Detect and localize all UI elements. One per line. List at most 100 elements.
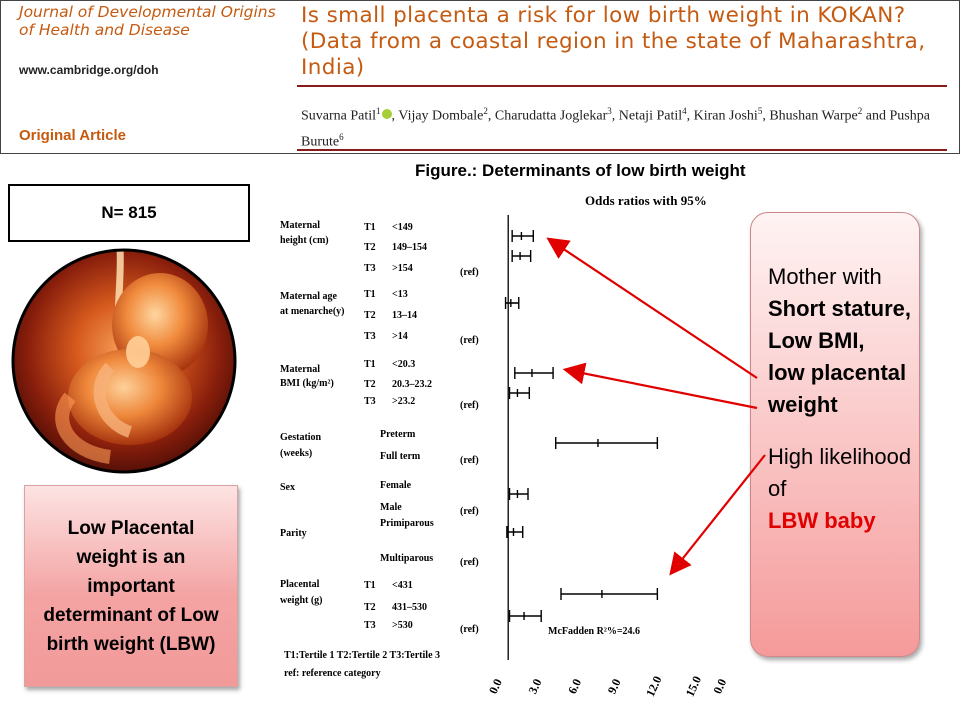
row-level: Primiparous xyxy=(380,518,434,529)
author-affiliation: 1 xyxy=(376,106,381,116)
row-ref: (ref) xyxy=(460,624,479,635)
group-label: at menarche(y) xyxy=(280,306,345,317)
author-affiliation: 2 xyxy=(857,106,863,116)
row-ref: (ref) xyxy=(460,557,479,568)
row-level: 149–154 xyxy=(392,242,427,253)
journal-url[interactable]: www.cambridge.org/doh xyxy=(19,63,159,77)
row-code: T3 xyxy=(364,263,376,274)
right-note-line1: Mother with xyxy=(768,264,882,289)
paper-authors: Suvarna Patil1, Vijay Dombale2, Charudat… xyxy=(301,106,930,150)
right-note-highlight: LBW baby xyxy=(768,508,876,533)
author-name: Bhushan Warpe xyxy=(769,108,858,124)
row-code: T1 xyxy=(364,289,376,300)
row-code: T3 xyxy=(364,396,376,407)
right-note: Mother with Short stature, Low BMI, low … xyxy=(750,212,920,657)
pointer-arrow xyxy=(562,362,758,410)
author-name: Charudatta Joglekar xyxy=(494,108,608,124)
row-level: Full term xyxy=(380,451,421,462)
row-level: >23.2 xyxy=(392,396,415,407)
row-level: >154 xyxy=(392,263,413,274)
row-level: >530 xyxy=(392,620,413,631)
left-note-text: Low Placental weight is an important det… xyxy=(43,517,219,655)
author-name: Pushpa Burute xyxy=(301,108,930,150)
author-affiliation: 2 xyxy=(483,106,488,116)
author-name: Vijay Dombale xyxy=(398,108,484,124)
row-ref: (ref) xyxy=(460,506,479,517)
row-level: Preterm xyxy=(380,429,416,440)
group-label: height (cm) xyxy=(280,235,329,246)
right-note-bold-2: Low BMI, xyxy=(768,328,865,353)
row-level: <20.3 xyxy=(392,359,415,370)
row-level: 13–14 xyxy=(392,310,417,321)
group-label: Placental xyxy=(280,579,320,590)
right-note-bold-1: Short stature, xyxy=(768,296,912,321)
group-label: weight (g) xyxy=(280,595,323,606)
row-code: T2 xyxy=(364,602,376,613)
row-level: Male xyxy=(380,502,402,513)
row-code: T2 xyxy=(364,242,376,253)
row-ref: (ref) xyxy=(460,400,479,411)
group-label: Maternal age xyxy=(280,291,337,302)
group-label: Maternal xyxy=(280,364,320,375)
fit-annotation: McFadden R²%=24.6 xyxy=(548,626,640,637)
sample-size-box: N= 815 xyxy=(8,184,250,242)
author-affiliation: 3 xyxy=(607,106,612,116)
fetus-illustration xyxy=(11,248,237,474)
row-level: Multiparous xyxy=(380,553,433,564)
left-note: Low Placental weight is an important det… xyxy=(24,485,238,687)
row-ref: (ref) xyxy=(460,335,479,346)
row-level: <149 xyxy=(392,222,413,233)
x-tick-label: 3.0 xyxy=(525,677,544,697)
author-affiliation: 6 xyxy=(339,131,344,142)
row-level: >14 xyxy=(392,331,408,342)
pointer-arrow xyxy=(669,454,766,576)
header-rule-bottom xyxy=(297,149,947,151)
x-tick-label: 12.0 xyxy=(643,674,665,699)
footnote-ref: ref: reference category xyxy=(284,668,381,679)
author-name: Kiran Joshi xyxy=(693,108,758,124)
journal-name: Journal of Developmental Origins of Heal… xyxy=(19,3,276,39)
row-ref: (ref) xyxy=(460,267,479,278)
paper-title: Is small placenta a risk for low birth w… xyxy=(301,3,926,80)
row-level: <431 xyxy=(392,580,413,591)
row-level: Female xyxy=(380,480,412,491)
fetus-image xyxy=(10,247,238,475)
row-code: T2 xyxy=(364,310,376,321)
author-affiliation: 5 xyxy=(757,106,763,116)
row-code: T1 xyxy=(364,359,376,370)
row-code: T1 xyxy=(364,222,376,233)
x-tick-label: 9.0 xyxy=(605,677,624,697)
x-tick-label: 0.0 xyxy=(486,677,505,697)
row-code: T3 xyxy=(364,331,376,342)
x-tick-label: 6.0 xyxy=(565,677,584,697)
header-rule-top xyxy=(297,85,947,87)
footnote-tertiles: T1:Tertile 1 T2:Tertile 2 T3:Tertile 3 xyxy=(284,650,440,661)
pointer-arrow xyxy=(546,237,758,379)
row-code: T1 xyxy=(364,580,376,591)
row-code: T2 xyxy=(364,379,376,390)
group-label: Parity xyxy=(280,528,307,539)
x-tick-label: 0.0 xyxy=(710,677,729,697)
article-type: Original Article xyxy=(19,127,126,144)
author-name: Suvarna Patil xyxy=(301,108,377,124)
right-note-line2: High likelihood of xyxy=(768,444,912,501)
row-ref: (ref) xyxy=(460,455,479,466)
author-affiliation: 4 xyxy=(682,106,687,116)
group-label: Gestation xyxy=(280,432,322,443)
group-label: Maternal xyxy=(280,220,320,231)
orcid-icon[interactable] xyxy=(381,108,392,119)
x-tick-label: 15.0 xyxy=(683,674,705,699)
sample-size: N= 815 xyxy=(101,203,157,222)
figure-caption: Figure.: Determinants of low birth weigh… xyxy=(415,161,746,180)
row-level: <13 xyxy=(392,289,408,300)
plot-title: Odds ratios with 95% xyxy=(585,193,707,208)
group-label: Sex xyxy=(280,482,295,493)
row-code: T3 xyxy=(364,620,376,631)
row-level: 431–530 xyxy=(392,602,427,613)
group-label: BMI (kg/m²) xyxy=(280,378,334,389)
paper-header: Journal of Developmental Origins of Heal… xyxy=(0,0,960,154)
row-level: 20.3–23.2 xyxy=(392,379,432,390)
group-label: (weeks) xyxy=(280,448,312,459)
author-name: Netaji Patil xyxy=(618,108,683,124)
